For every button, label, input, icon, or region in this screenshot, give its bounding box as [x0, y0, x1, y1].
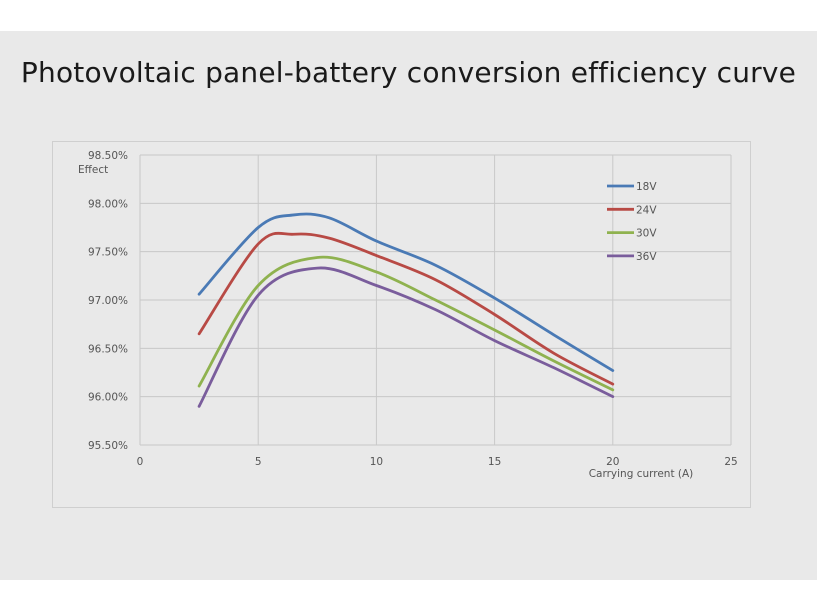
y-tick-label: 96.50%: [88, 343, 128, 355]
y-tick-label: 95.50%: [88, 440, 128, 452]
x-axis-label: Carrying current (A): [589, 468, 694, 480]
legend-label: 30V: [636, 228, 657, 240]
series-line-30V: [197, 255, 615, 392]
series-line-18V: [197, 212, 615, 372]
y-tick-label: 96.00%: [88, 392, 128, 404]
legend: 18V 24V 30V 36V: [607, 181, 657, 263]
x-tick-label: 0: [137, 456, 144, 468]
x-tick-labels: 0 5 10 15 20 25: [137, 456, 738, 468]
series-line-24V: [197, 231, 615, 386]
legend-label: 18V: [636, 181, 657, 193]
y-tick-label: 98.00%: [88, 198, 128, 210]
x-tick-label: 20: [606, 456, 619, 468]
series-line-36V: [197, 266, 615, 408]
legend-label: 36V: [636, 251, 657, 263]
x-tick-label: 25: [724, 456, 737, 468]
y-tick-label: 98.50%: [88, 150, 128, 162]
y-tick-labels: 98.50% 98.00% 97.50% 97.00% 96.50% 96.00% 95.5…: [88, 150, 128, 452]
y-tick-label: 97.00%: [88, 295, 128, 307]
chart-background: [0, 31, 817, 580]
legend-label: 24V: [636, 204, 657, 216]
series-lines: [197, 212, 615, 408]
chart-title: Photovoltaic panel-battery conversion ef…: [20, 56, 797, 89]
grid-lines: [139, 154, 732, 446]
y-tick-label: 97.50%: [88, 247, 128, 259]
x-tick-label: 10: [370, 456, 383, 468]
x-tick-label: 15: [488, 456, 501, 468]
chart-frame: [52, 141, 751, 508]
y-axis-label: Effect: [78, 164, 108, 176]
x-tick-label: 5: [255, 456, 262, 468]
